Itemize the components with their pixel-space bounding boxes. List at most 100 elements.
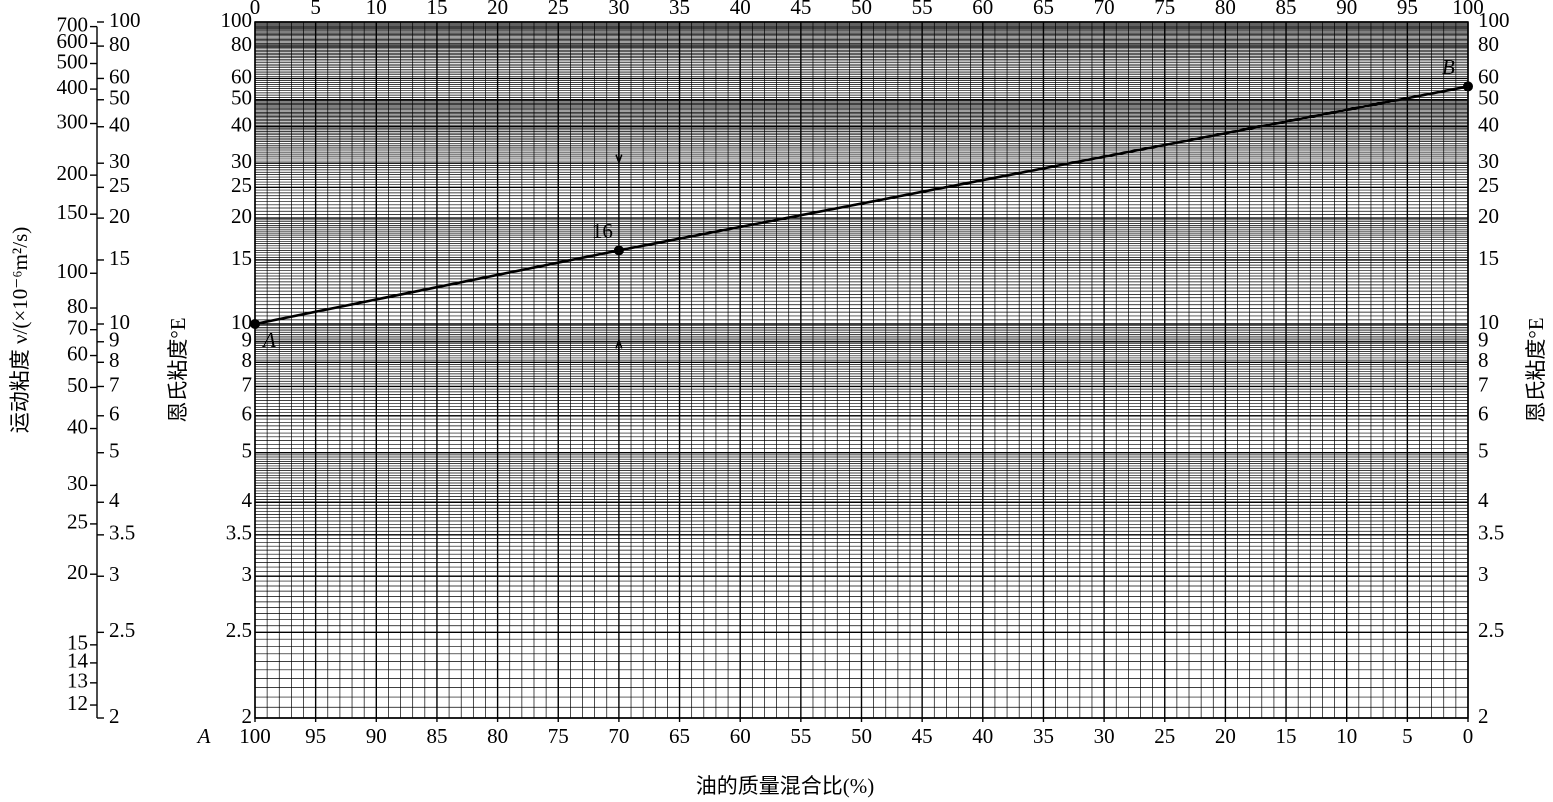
y-tick-label: 80 (231, 32, 252, 56)
y-tick-label: 50 (231, 86, 252, 110)
x-tick-label: 20 (487, 0, 508, 19)
ruler-tick-label: 3 (109, 562, 120, 586)
x2-tick-label: 50 (851, 724, 872, 748)
y-tick-label-right: 25 (1478, 173, 1499, 197)
y-tick-label: 20 (231, 204, 252, 228)
data-point (613, 245, 624, 256)
x-tick-label: 75 (1154, 0, 1175, 19)
x-tick-label: 65 (1033, 0, 1054, 19)
x-tick-label: 60 (972, 0, 993, 19)
y-tick-label-right: 20 (1478, 204, 1499, 228)
nu-tick-label: 40 (67, 414, 88, 438)
y-tick-label: 25 (231, 173, 252, 197)
ruler-tick-label: 9 (109, 328, 120, 352)
y-tick-label: 40 (231, 113, 252, 137)
x2-tick-label: 70 (608, 724, 629, 748)
nu-tick-label: 13 (67, 669, 88, 693)
y-tick-label: 2.5 (226, 618, 252, 642)
y-tick-label-right: 3 (1478, 562, 1489, 586)
x2-tick-label: 35 (1033, 724, 1054, 748)
x-tick-label: 55 (912, 0, 933, 19)
x-tick-label: 70 (1094, 0, 1115, 19)
y-tick-label-right: 8 (1478, 348, 1489, 372)
ruler-tick-label: 2 (109, 704, 120, 728)
ruler-tick-label: 25 (109, 173, 130, 197)
ruler-tick-label: 6 (109, 402, 120, 426)
y-tick-label-right: 100 (1478, 8, 1510, 32)
y-tick-label: 100 (221, 8, 253, 32)
ruler-tick-label: 5 (109, 439, 120, 463)
y-axis-label: 恩氏粘度°E (166, 317, 190, 422)
ruler-tick-label: 30 (109, 149, 130, 173)
x-tick-label: 15 (426, 0, 447, 19)
y-tick-label: 9 (242, 328, 253, 352)
x2-tick-label: 65 (669, 724, 690, 748)
ruler-tick-label: 40 (109, 113, 130, 137)
x-tick-label: 0 (250, 0, 261, 19)
ruler-tick-label: 7 (109, 372, 120, 396)
y-tick-label: 60 (231, 64, 252, 88)
y-tick-label: 4 (242, 488, 253, 512)
x-tick-label: 45 (790, 0, 811, 19)
y-tick-label: 3 (242, 562, 253, 586)
x2-tick-label: 100 (239, 724, 271, 748)
x2-tick-label: 25 (1154, 724, 1175, 748)
y-tick-label-right: 10 (1478, 310, 1499, 334)
x2-tick-label: 55 (790, 724, 811, 748)
y-tick-label-right: 2.5 (1478, 618, 1504, 642)
x2-tick-label: 75 (548, 724, 569, 748)
y-tick-label-right: 40 (1478, 113, 1499, 137)
nu-tick-label: 100 (57, 259, 89, 283)
ruler-tick-label: 3.5 (109, 521, 135, 545)
point-label: 16 (592, 219, 613, 243)
x2-tick-label: 85 (426, 724, 447, 748)
point-label: B (1442, 55, 1455, 79)
y-tick-label-right: 6 (1478, 402, 1489, 426)
ruler-tick-label: 4 (109, 488, 120, 512)
y-tick-label: 8 (242, 348, 253, 372)
ruler-tick-label: 100 (109, 8, 141, 32)
x-tick-label: 50 (851, 0, 872, 19)
x2-tick-label: 10 (1336, 724, 1357, 748)
x-tick-label: 85 (1276, 0, 1297, 19)
x2-tick-label: 30 (1094, 724, 1115, 748)
y-tick-label: 5 (242, 439, 253, 463)
x2-tick-label: 0 (1463, 724, 1474, 748)
x2-tick-label: 45 (912, 724, 933, 748)
x2-tick-label: 60 (730, 724, 751, 748)
x-tick-label: 90 (1336, 0, 1357, 19)
x-tick-label: 100 (1452, 0, 1484, 19)
nu-tick-label: 400 (57, 75, 89, 99)
nu-tick-label: 200 (57, 161, 89, 185)
y-tick-label-right: 3.5 (1478, 521, 1504, 545)
nu-tick-label: 150 (57, 200, 89, 224)
y-tick-label: 7 (242, 372, 253, 396)
data-point (250, 318, 260, 329)
y-tick-label: 2 (242, 704, 253, 728)
y-axis-label-right: 恩氏粘度°E (1524, 317, 1548, 422)
ruler-tick-label: 8 (109, 348, 120, 372)
x2-tick-label: 90 (366, 724, 387, 748)
x-tick-label: 80 (1215, 0, 1236, 19)
nu-tick-label: 300 (57, 109, 89, 133)
y-tick-label: 30 (231, 149, 252, 173)
nu-tick-label: 500 (57, 49, 89, 73)
x-tick-label: 40 (730, 0, 751, 19)
nu-axis-label: 运动粘度 ν/(×10⁻⁶m²/s) (8, 227, 32, 433)
y-tick-label-right: 9 (1478, 328, 1489, 352)
x2-tick-label: 40 (972, 724, 993, 748)
x-axis-label: 油的质量混合比(%) (696, 774, 874, 798)
nu-tick-label: 80 (67, 294, 88, 318)
x-tick-label: 95 (1397, 0, 1418, 19)
y-tick-label-right: 30 (1478, 149, 1499, 173)
x-tick-label: 25 (548, 0, 569, 19)
y-tick-label-right: 4 (1478, 488, 1489, 512)
nu-tick-label: 600 (57, 29, 89, 53)
x2-tick-label: 5 (1402, 724, 1413, 748)
nu-tick-label: 50 (67, 373, 88, 397)
nu-tick-label: 14 (67, 649, 89, 673)
ruler-tick-label: 50 (109, 86, 130, 110)
point-label: A (261, 328, 276, 352)
